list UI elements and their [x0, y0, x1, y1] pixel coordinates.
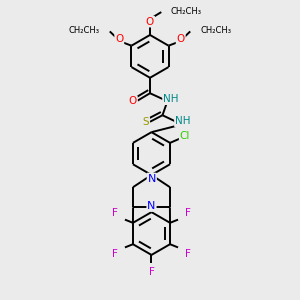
- Text: CH₂CH₃: CH₂CH₃: [171, 7, 202, 16]
- Text: F: F: [148, 268, 154, 278]
- Text: O: O: [177, 34, 185, 44]
- Text: O: O: [129, 96, 137, 106]
- Text: S: S: [142, 117, 149, 127]
- Text: CH₂CH₃: CH₂CH₃: [200, 26, 231, 35]
- Text: F: F: [185, 208, 191, 218]
- Text: F: F: [112, 249, 118, 259]
- Text: CH₂CH₃: CH₂CH₃: [69, 26, 100, 35]
- Text: NH: NH: [175, 116, 190, 126]
- Text: O: O: [146, 16, 154, 27]
- Text: F: F: [112, 208, 118, 218]
- Text: N: N: [148, 173, 156, 184]
- Text: NH: NH: [163, 94, 178, 104]
- Text: O: O: [115, 34, 123, 44]
- Text: N: N: [147, 201, 156, 211]
- Text: F: F: [185, 249, 191, 259]
- Text: Cl: Cl: [180, 131, 190, 141]
